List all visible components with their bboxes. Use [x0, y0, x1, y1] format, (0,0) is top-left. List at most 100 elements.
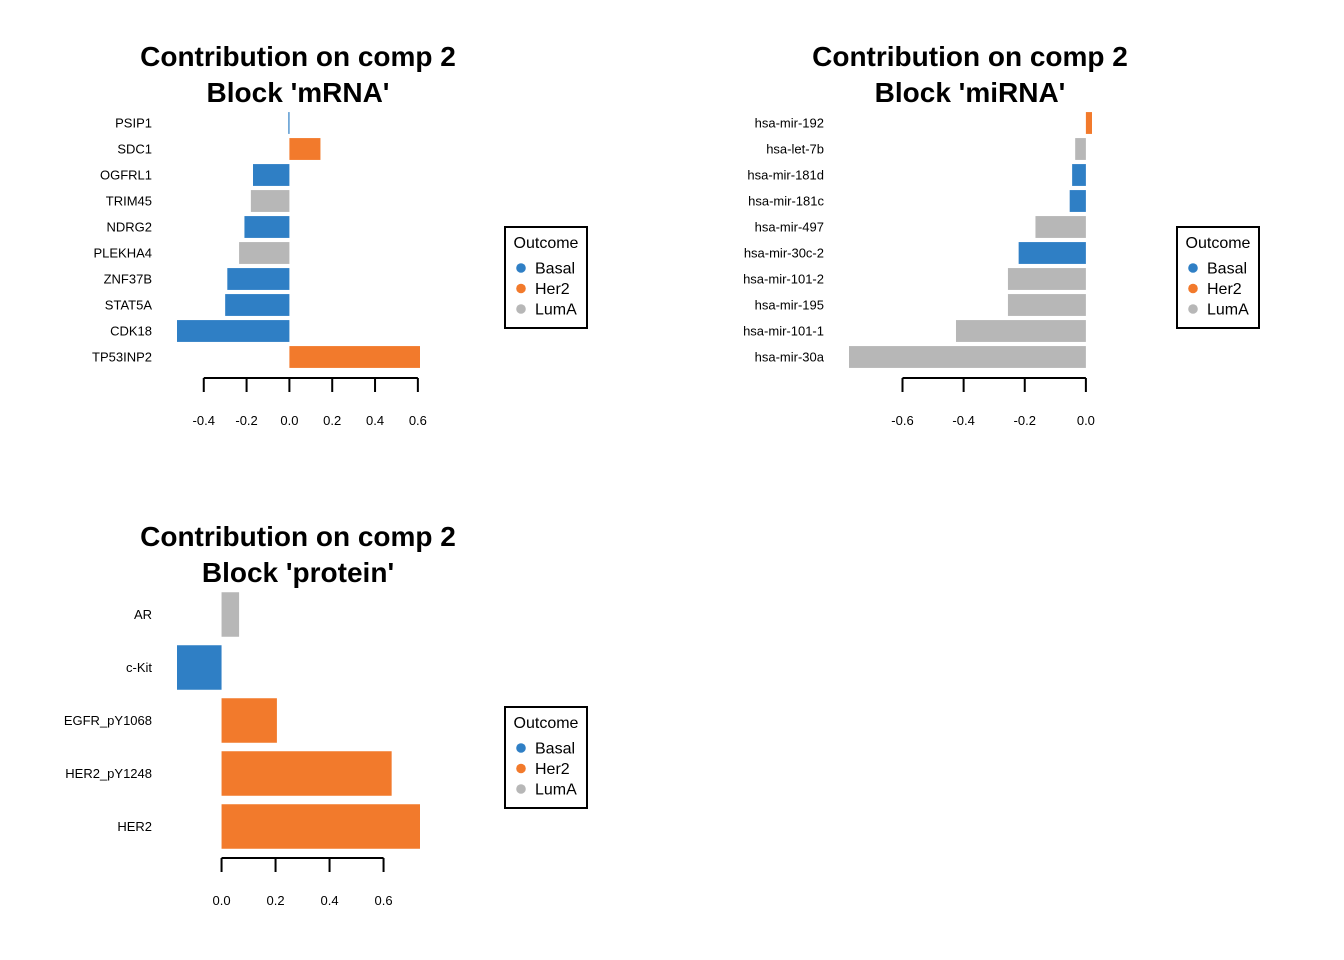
chart-title-line: Contribution on comp 2 [140, 521, 456, 552]
x-tick-label: 0.2 [267, 893, 285, 908]
category-label: CDK18 [110, 324, 152, 339]
bar-hsa-mir-181c [1069, 190, 1086, 212]
legend-box [1176, 226, 1260, 329]
category-label: hsa-let-7b [766, 142, 824, 157]
category-label: hsa-mir-101-1 [743, 324, 824, 339]
legend-marker-her2 [516, 283, 526, 294]
x-tick-label: 0.0 [280, 413, 298, 428]
x-tick-label: 0.4 [366, 413, 384, 428]
x-tick-label: 0.6 [375, 893, 393, 908]
category-label: PLEKHA4 [93, 246, 152, 261]
legend-marker-her2 [516, 763, 526, 774]
bar-ar [221, 592, 240, 637]
bar-her2 [221, 804, 420, 849]
x-tick-label: 0.0 [213, 893, 231, 908]
x-tick-label: 0.4 [321, 893, 339, 908]
category-label: hsa-mir-181c [748, 194, 824, 209]
x-tick-label: -0.6 [891, 413, 913, 428]
chart-title-line: Block 'mRNA' [207, 77, 390, 108]
chart-panel-2: Contribution on comp 2 Block 'protein' AR c… [64, 521, 588, 908]
x-tick-label: -0.2 [1014, 413, 1036, 428]
x-axis: 0.0 0.2 0.4 0.6 [213, 857, 393, 908]
legend-marker-luma [1188, 304, 1198, 314]
legend: Outcome Basal Her2 LumA [504, 706, 588, 809]
legend: Outcome Basal Her2 LumA [504, 226, 588, 329]
chart-panel-0: Contribution on comp 2 Block 'mRNA' PSIP1 S… [92, 41, 588, 428]
category-label: hsa-mir-30a [755, 350, 825, 365]
legend-label-luma: LumA [535, 782, 577, 799]
chart-title-line: Contribution on comp 2 [140, 41, 456, 72]
category-label: TRIM45 [106, 194, 152, 209]
x-tick-label: -0.2 [235, 413, 257, 428]
chart-title-line: Block 'miRNA' [875, 77, 1066, 108]
bar-c-kit [177, 645, 222, 690]
category-label: hsa-mir-30c-2 [744, 246, 824, 261]
bar-hsa-mir-497 [1035, 216, 1086, 238]
category-label: TP53INP2 [92, 350, 152, 365]
x-tick-label: 0.2 [323, 413, 341, 428]
legend-title: Outcome [514, 715, 579, 732]
x-axis: -0.4 -0.2 0.0 0.2 0.4 0.6 [193, 377, 427, 428]
legend-label-basal: Basal [535, 261, 575, 278]
bar-her2-py1248 [221, 751, 392, 796]
bar-tp53inp2 [289, 346, 420, 368]
bar-cdk18 [177, 320, 290, 342]
category-label: hsa-mir-101-2 [743, 272, 824, 287]
legend-marker-luma [516, 304, 526, 314]
category-label: SDC1 [117, 142, 152, 157]
category-label: hsa-mir-181d [747, 168, 824, 183]
bar-sdc1 [289, 138, 321, 160]
x-axis: -0.6 -0.4 -0.2 0.0 [891, 377, 1095, 428]
category-label: HER2 [117, 819, 152, 834]
legend-marker-basal [516, 263, 526, 273]
category-label: OGFRL1 [100, 168, 152, 183]
x-tick-label: 0.0 [1077, 413, 1095, 428]
x-tick-label: -0.4 [193, 413, 215, 428]
legend-marker-basal [516, 743, 526, 753]
category-label: STAT5A [105, 298, 153, 313]
legend-title: Outcome [514, 235, 579, 252]
chart-title-line: Block 'protein' [202, 557, 394, 588]
legend-label-luma: LumA [1207, 302, 1249, 319]
bar-egfr-py1068 [221, 698, 277, 743]
x-tick-label: -0.4 [952, 413, 974, 428]
legend-label-her2: Her2 [535, 281, 570, 298]
legend-label-luma: LumA [535, 302, 577, 319]
x-tick-label: 0.6 [409, 413, 427, 428]
bar-ndrg2 [244, 216, 290, 238]
legend-marker-basal [1188, 263, 1198, 273]
legend-title: Outcome [1186, 235, 1251, 252]
bar-hsa-mir-195 [1007, 294, 1086, 316]
category-label: hsa-mir-195 [755, 298, 824, 313]
category-label: NDRG2 [106, 220, 152, 235]
category-label: c-Kit [126, 660, 152, 675]
bar-hsa-mir-30c-2 [1018, 242, 1086, 264]
legend-marker-luma [516, 784, 526, 794]
bar-hsa-mir-101-1 [955, 320, 1086, 342]
legend-label-basal: Basal [1207, 261, 1247, 278]
legend-label-her2: Her2 [1207, 281, 1242, 298]
category-label: ZNF37B [104, 272, 152, 287]
bar-hsa-let-7b [1075, 138, 1086, 160]
category-label: AR [134, 607, 152, 622]
bar-hsa-mir-30a [849, 346, 1086, 368]
bar-hsa-mir-181d [1072, 164, 1086, 186]
bar-trim45 [250, 190, 290, 212]
legend-label-basal: Basal [535, 741, 575, 758]
bar-znf37b [227, 268, 290, 290]
bar-ogfrl1 [253, 164, 290, 186]
category-label: HER2_pY1248 [65, 766, 152, 781]
chart-title-line: Contribution on comp 2 [812, 41, 1128, 72]
bar-psip1 [288, 112, 290, 134]
category-label: PSIP1 [115, 116, 152, 131]
category-label: EGFR_pY1068 [64, 713, 152, 728]
bar-hsa-mir-101-2 [1007, 268, 1086, 290]
legend-label-her2: Her2 [535, 761, 570, 778]
category-label: hsa-mir-192 [755, 116, 824, 131]
bar-plekha4 [239, 242, 290, 264]
category-label: hsa-mir-497 [755, 220, 824, 235]
chart-panel-1: Contribution on comp 2 Block 'miRNA' hsa-m… [743, 41, 1260, 428]
legend-marker-her2 [1188, 283, 1198, 294]
legend: Outcome Basal Her2 LumA [1176, 226, 1260, 329]
